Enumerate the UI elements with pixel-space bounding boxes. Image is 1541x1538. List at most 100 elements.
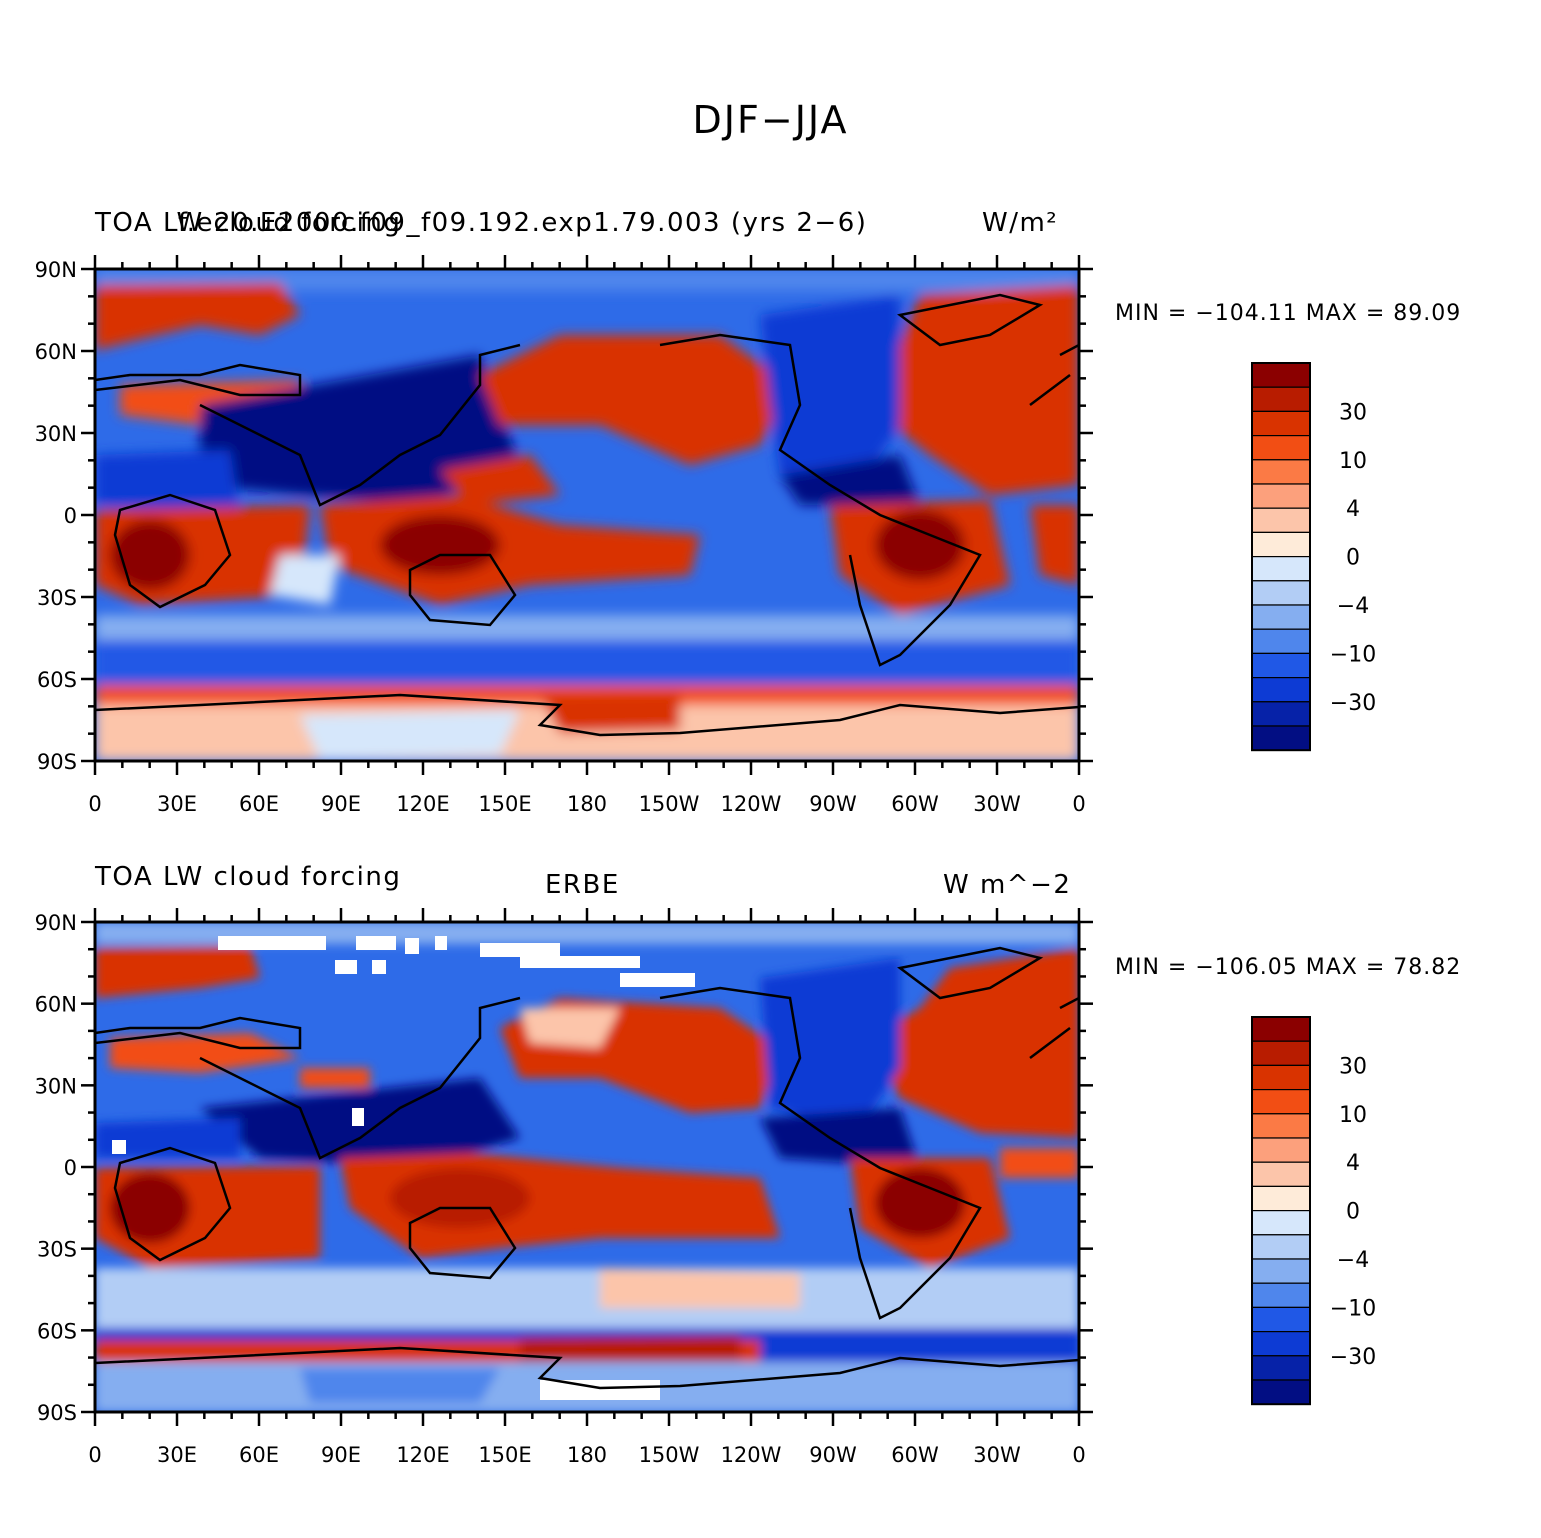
panel2-title-center: ERBE: [545, 870, 620, 900]
panel2-lon-label: 150W: [639, 1443, 700, 1467]
panel2-lon-label: 180: [567, 1443, 607, 1467]
panel2-lon-label: 30W: [973, 1443, 1021, 1467]
panel2-colorbar-swatch: [1251, 1161, 1311, 1187]
panel1-colorbar-swatch: [1251, 652, 1311, 679]
panel1-lon-label: 30W: [973, 792, 1021, 816]
panel2-axes: 90N 60N 30N 0 30S 60S 90S 0 30E 60E 90E 120E 150E 180…: [35, 908, 1093, 1467]
panel2-lat-label: 60N: [35, 993, 77, 1017]
panel1-lat-label: 0: [64, 504, 77, 528]
panel2-colorbar-label: 0: [1346, 1200, 1360, 1225]
panel1-lon-label: 60E: [239, 792, 279, 816]
panel2-lon-label: 90E: [321, 1443, 361, 1467]
panel2-colorbar-label: 10: [1339, 1103, 1367, 1128]
panel2-colorbar-swatch: [1251, 1306, 1311, 1333]
panel1-colorbar-swatch: [1251, 677, 1311, 703]
panel1-colorbar-label: −30: [1330, 691, 1376, 716]
panel1-lat-label: 30N: [35, 422, 77, 446]
panel2-colorbar: 30 10 4 0 −4 −10 −30: [1251, 1016, 1376, 1406]
panel1-lon-label: 120E: [396, 792, 449, 816]
panel1-lon-label: 180: [567, 792, 607, 816]
panel2-colorbar-label: 4: [1346, 1151, 1360, 1176]
panel1-axes: 90N 60N 30N 0 30S 60S 90S 0 30E 60E 90E 120E 150E 180…: [35, 255, 1093, 816]
panel2-lat-label: 60S: [37, 1319, 77, 1343]
panel2-colorbar-swatch: [1251, 1258, 1311, 1284]
panel1-colorbar-label: −4: [1337, 594, 1369, 619]
panel2-colorbar-swatch: [1251, 1210, 1311, 1236]
panel1-lon-label: 60W: [891, 792, 939, 816]
panel2-colorbar-swatch: [1251, 1040, 1311, 1067]
panel1-colorbar-swatch: [1251, 580, 1311, 606]
panel1-lon-label: 90W: [809, 792, 857, 816]
panel2-colorbar-label: −4: [1337, 1248, 1369, 1273]
panel1-colorbar-swatch: [1251, 531, 1311, 558]
panel2-colorbar-swatch: [1251, 1355, 1311, 1381]
panel2-map: 90N 60N 30N 0 30S 60S 90S 0 30E 60E 90E 120E 150E 180…: [35, 908, 1093, 1467]
panel2-lon-label: 0: [88, 1443, 101, 1467]
panel1-contour-field: [95, 269, 1079, 761]
panel2-lat-label: 90S: [37, 1401, 77, 1425]
panel2-colorbar-swatch: [1251, 1137, 1311, 1163]
panel1-colorbar: 30 10 4 0 −4 −10 −30: [1251, 362, 1376, 752]
panel2-colorbar-swatch: [1251, 1331, 1311, 1357]
panel2-min-max: MIN = −106.05 MAX = 78.82: [1115, 955, 1462, 980]
panel1-colorbar-swatch: [1251, 434, 1311, 461]
panel1-lon-label: 150W: [639, 792, 700, 816]
panel1-lon-label: 0: [1072, 792, 1085, 816]
panel1-lat-label: 60S: [37, 668, 77, 692]
panel1-lon-label: 90E: [321, 792, 361, 816]
panel2-missing-data: [112, 936, 695, 1400]
panel2-lat-label: 0: [64, 1156, 77, 1180]
panel1-colorbar-swatch: [1251, 507, 1311, 533]
panel1-colorbar-swatch: [1251, 386, 1311, 413]
figure-title: DJF−JJA: [692, 98, 849, 142]
panel2-colorbar-label: 30: [1339, 1054, 1367, 1079]
panel2-title-left: TOA LW cloud forcing: [95, 862, 402, 892]
panel1-coastlines: [95, 293, 1079, 737]
panel1-lon-label: 120W: [721, 792, 782, 816]
panel1-lat-label: 30S: [37, 586, 77, 610]
panel2-lon-label: 60E: [239, 1443, 279, 1467]
panel1-lat-label: 60N: [35, 340, 77, 364]
panel1-colorbar-label: 10: [1339, 449, 1367, 474]
panel2-contour-field: [95, 922, 1079, 1412]
panel1-colorbar-swatch: [1251, 556, 1311, 582]
panel2-lat-label: 90N: [35, 911, 77, 935]
panel2-title-right: W m^−2: [943, 870, 1072, 900]
panel1-colorbar-swatch: [1251, 604, 1311, 630]
panel1-map: 90N 60N 30N 0 30S 60S 90S 0 30E 60E 90E 120E 150E 180…: [35, 255, 1093, 816]
panel2-colorbar-swatch: [1251, 1379, 1311, 1405]
panel2-coastlines: [95, 946, 1079, 1390]
panel1-title-left: TOA LW cloud forcing: [95, 208, 402, 238]
panel1-title-center: f.e20.E2000.f09_f09.192.exp1.79.003 (yrs…: [178, 208, 868, 238]
panel1-lon-label: 30E: [157, 792, 197, 816]
panel1-colorbar-swatch: [1251, 701, 1311, 727]
panel2-lat-label: 30N: [35, 1074, 77, 1098]
panel1-colorbar-swatch: [1251, 362, 1311, 388]
panel2-lon-label: 120E: [396, 1443, 449, 1467]
panel1-colorbar-label: 30: [1339, 400, 1367, 425]
panel1-title-right: W/m²: [982, 208, 1059, 238]
panel2-lon-label: 150E: [478, 1443, 531, 1467]
panel1-colorbar-swatch: [1251, 483, 1311, 509]
panel1-lon-label: 150E: [478, 792, 531, 816]
panel2-colorbar-label: −30: [1330, 1345, 1376, 1370]
panel2-lon-label: 60W: [891, 1443, 939, 1467]
panel2-colorbar-swatch: [1251, 1282, 1311, 1309]
panel1-lat-label: 90N: [35, 258, 77, 282]
panel2-lon-label: 30E: [157, 1443, 197, 1467]
panel1-colorbar-swatch: [1251, 459, 1311, 485]
panel1-lon-label: 0: [88, 792, 101, 816]
panel2-colorbar-swatch: [1251, 1113, 1311, 1139]
panel2-colorbar-swatch: [1251, 1064, 1311, 1091]
panel1-colorbar-label: 4: [1346, 497, 1360, 522]
panel2-lon-label: 120W: [721, 1443, 782, 1467]
panel2-colorbar-label: −10: [1330, 1296, 1376, 1321]
panel1-colorbar-swatch: [1251, 410, 1311, 437]
panel1-colorbar-swatch: [1251, 725, 1311, 751]
panel2-lon-label: 0: [1072, 1443, 1085, 1467]
panel2-colorbar-swatch: [1251, 1234, 1311, 1260]
panel1-lat-label: 90S: [37, 750, 77, 774]
panel2-colorbar-swatch: [1251, 1088, 1311, 1115]
panel2-lat-label: 30S: [37, 1238, 77, 1262]
panel1-colorbar-label: 0: [1346, 546, 1360, 571]
